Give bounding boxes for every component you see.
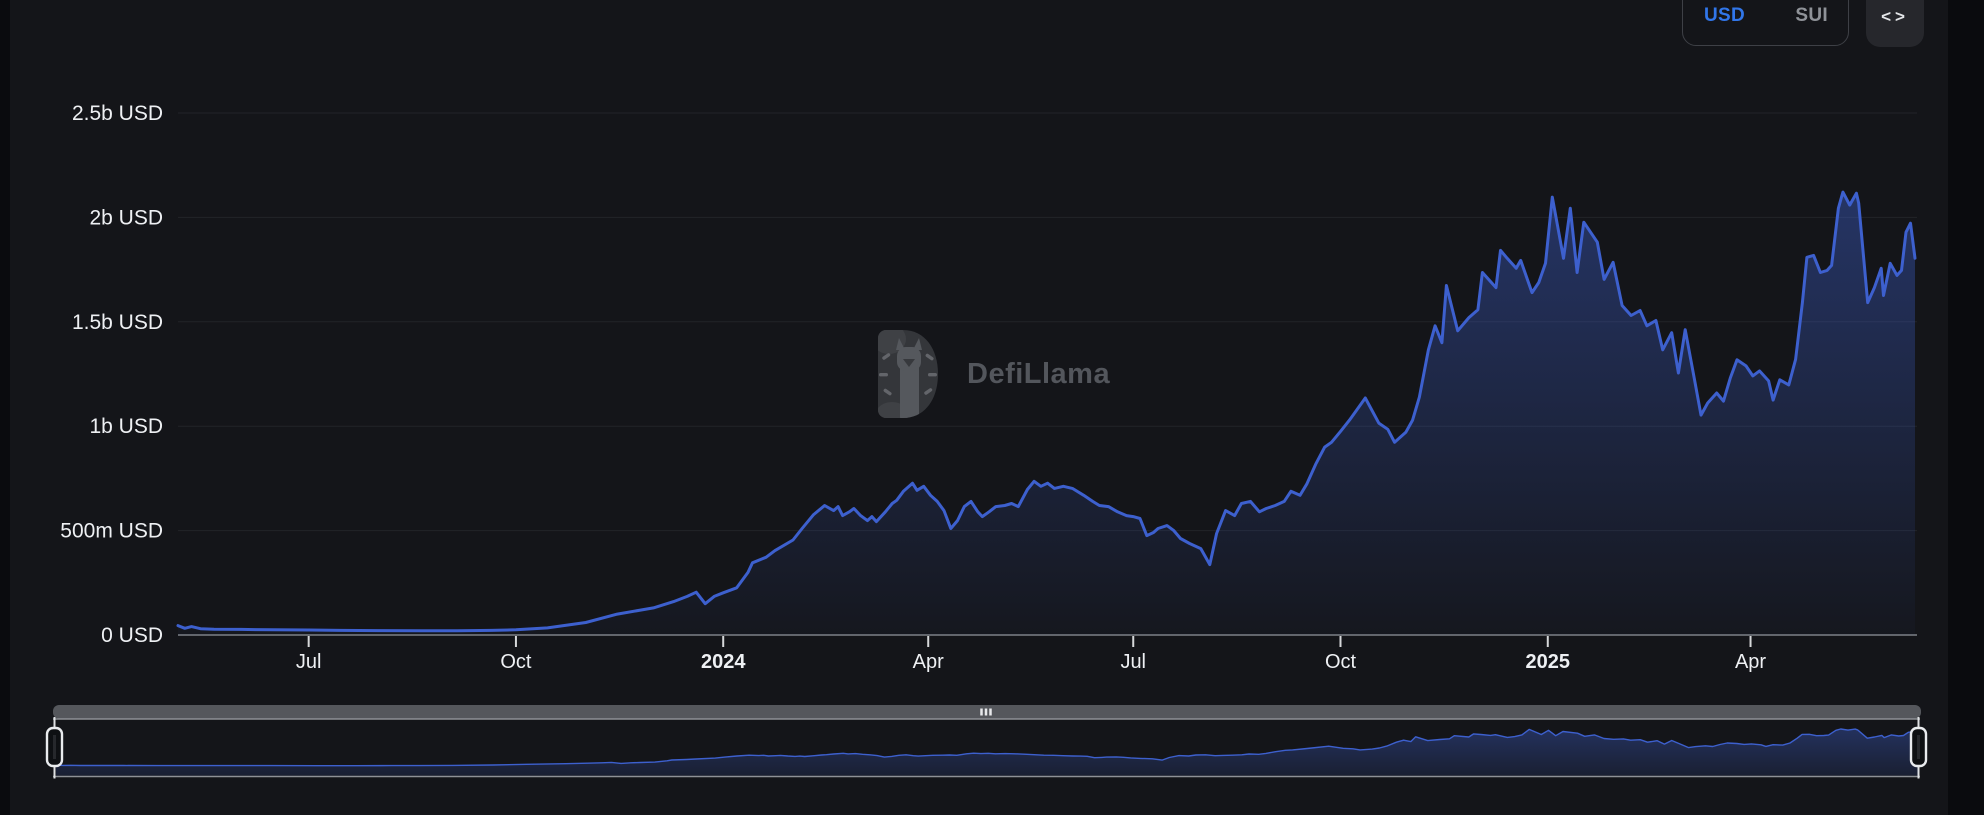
tvl-series-area xyxy=(178,192,1915,635)
x-axis-label: Jul xyxy=(1120,651,1146,673)
embed-code-button[interactable]: <> xyxy=(1866,0,1924,47)
y-axis-label: 1.5b USD xyxy=(72,311,163,334)
currency-option-sui[interactable]: SUI xyxy=(1795,5,1828,26)
x-axis-label: Apr xyxy=(1735,651,1766,673)
currency-toggle[interactable]: USD SUI xyxy=(1682,0,1849,46)
brush-grip-handle[interactable] xyxy=(980,708,983,716)
x-axis-label: 2024 xyxy=(701,651,746,673)
embed-code-icon: <> xyxy=(1881,6,1909,26)
x-axis-label: Oct xyxy=(500,651,532,673)
right-edge-strip xyxy=(1948,0,1984,815)
currency-option-usd[interactable]: USD xyxy=(1704,5,1746,26)
x-axis-label: 2025 xyxy=(1526,651,1571,673)
brush-grip-handle[interactable] xyxy=(984,708,988,716)
brush-minimap-line xyxy=(55,728,1919,767)
brush-grip-handle[interactable] xyxy=(989,708,992,716)
y-axis-label: 1b USD xyxy=(89,415,163,438)
left-edge-strip xyxy=(0,0,10,815)
y-axis-label: 500m USD xyxy=(60,520,163,543)
x-axis-label: Apr xyxy=(913,651,944,673)
x-axis-label: Jul xyxy=(296,651,322,673)
y-axis-label: 0 USD xyxy=(101,624,163,647)
tvl-series-line xyxy=(176,190,1917,633)
brush-minimap-area xyxy=(56,729,1918,776)
x-axis-label: Oct xyxy=(1325,651,1357,673)
y-axis-label: 2b USD xyxy=(89,206,163,229)
y-axis-label: 2.5b USD xyxy=(72,102,163,125)
